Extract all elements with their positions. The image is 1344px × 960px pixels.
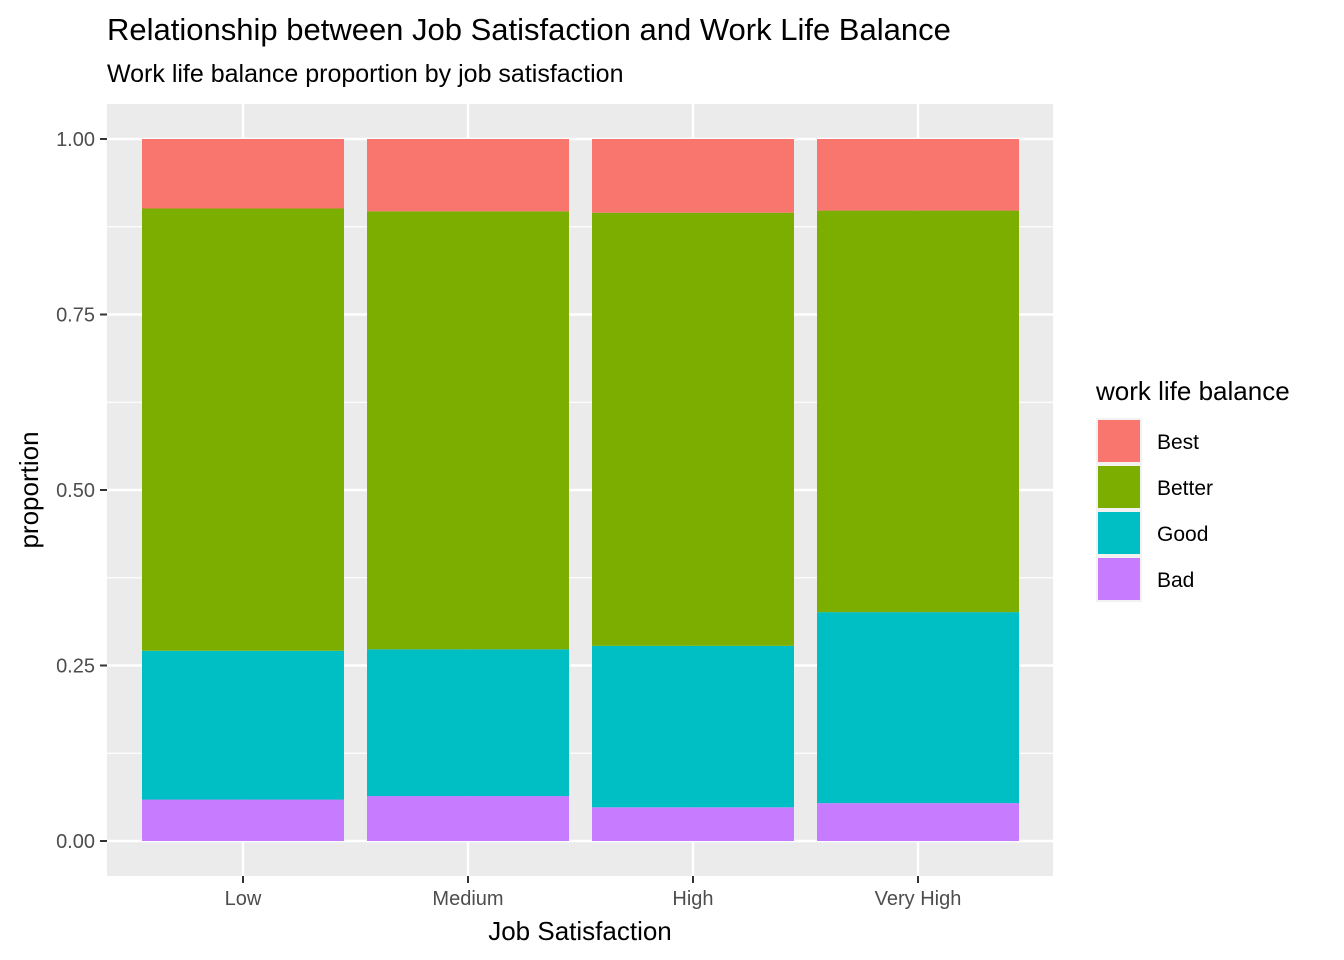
- y-tick-label: 0.50: [56, 480, 95, 502]
- y-tick-label: 0.00: [56, 831, 95, 853]
- bar-good-low: [142, 650, 344, 800]
- bar-bad-medium: [367, 796, 569, 841]
- bar-bad-low: [142, 799, 344, 841]
- bar-bad-very-high: [817, 803, 1019, 841]
- x-tick-label: Medium: [432, 888, 503, 910]
- y-axis: 0.00 0.25 0.50 0.75 1.00: [56, 129, 107, 853]
- chart-title: Relationship between Job Satisfaction an…: [107, 12, 951, 47]
- bar-good-very-high: [817, 612, 1019, 804]
- y-tick-label: 0.75: [56, 305, 95, 327]
- bar-better-medium: [367, 211, 569, 650]
- legend-label-better: Better: [1157, 477, 1213, 500]
- legend-swatch-best: [1098, 420, 1140, 462]
- y-tick-label: 0.25: [56, 656, 95, 678]
- x-axis-title: Job Satisfaction: [488, 916, 672, 946]
- bar-better-low: [142, 208, 344, 651]
- bar-bad-high: [592, 807, 794, 841]
- legend-swatch-better: [1098, 466, 1140, 508]
- legend-swatch-good: [1098, 512, 1140, 554]
- bar-better-very-high: [817, 210, 1019, 613]
- y-axis-title: proportion: [14, 431, 44, 548]
- bar-layer: [142, 139, 1019, 841]
- x-tick-label: High: [672, 888, 713, 910]
- legend: work life balance Best Better Good Bad: [1095, 376, 1290, 602]
- chart-subtitle: Work life balance proportion by job sati…: [107, 60, 623, 88]
- bar-better-high: [592, 212, 794, 646]
- x-tick-label: Low: [225, 888, 262, 910]
- bar-good-medium: [367, 649, 569, 797]
- legend-swatch-bad: [1098, 558, 1140, 600]
- bar-best-high: [592, 139, 794, 213]
- bar-good-high: [592, 645, 794, 808]
- legend-label-bad: Bad: [1157, 569, 1194, 592]
- y-tick-label: 1.00: [56, 129, 95, 151]
- x-tick-label: Very High: [875, 888, 962, 910]
- legend-title: work life balance: [1095, 376, 1290, 406]
- bar-best-low: [142, 139, 344, 209]
- bar-best-medium: [367, 139, 569, 212]
- bar-best-very-high: [817, 139, 1019, 211]
- legend-label-good: Good: [1157, 523, 1208, 546]
- legend-label-best: Best: [1157, 431, 1199, 454]
- x-axis: Low Medium High Very High: [225, 876, 962, 910]
